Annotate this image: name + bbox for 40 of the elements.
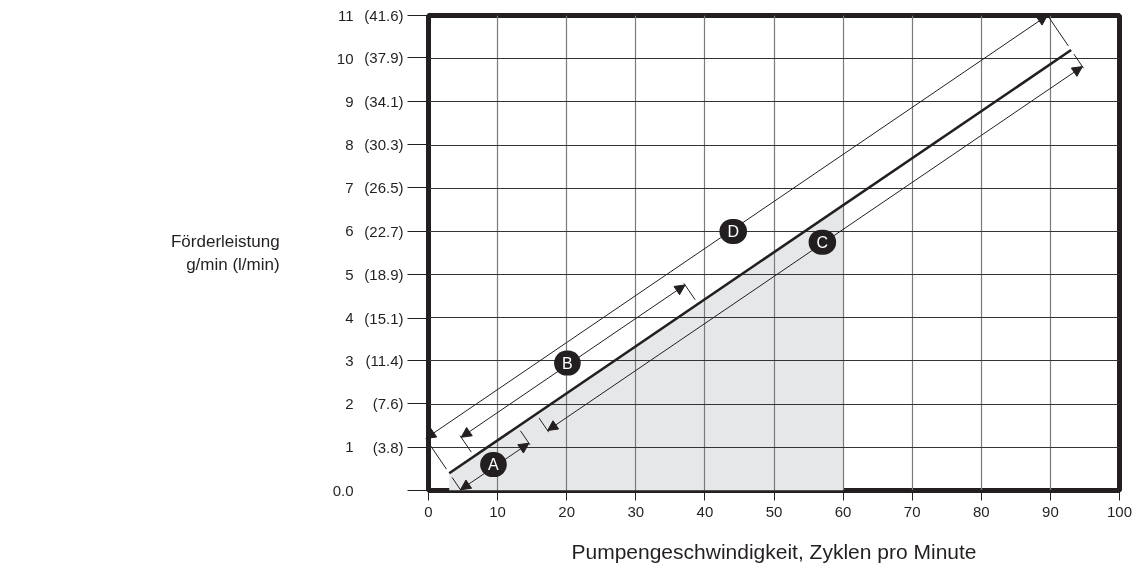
y2-tick-label: (37.9) (364, 49, 404, 67)
x-axis-title: Pumpengeschwindigkeit, Zyklen pro Minute (571, 539, 977, 563)
y-tick-label: 11 (337, 6, 354, 24)
y-tick-label: 8 (345, 136, 354, 154)
annotation: B (562, 354, 573, 372)
y-tick-label: 3 (345, 351, 354, 369)
x-tick-label: 100 (1106, 502, 1133, 520)
x-tick-label: 90 (1042, 502, 1059, 520)
y-tick-label: 10 (336, 49, 354, 67)
x-tick-label: 80 (972, 502, 990, 520)
x-tick-label: 10 (489, 502, 506, 520)
annotation: A (488, 456, 500, 474)
y2-tick-label: (41.6) (364, 7, 404, 24)
x-tick-label: 50 (765, 502, 783, 520)
y2-tick-label: (30.3) (364, 136, 404, 154)
y2-tick-label: (18.9) (364, 266, 404, 284)
annotation: C (816, 233, 829, 251)
y-tick-label: 6 (345, 222, 354, 240)
y2-tick-label: (11.4) (365, 351, 404, 369)
x-tick-label: 0 (424, 502, 433, 520)
y-tick-label: 7 (345, 179, 354, 197)
y-tick-label: 4 (345, 308, 354, 326)
x-tick-label: 40 (696, 502, 714, 520)
y2-tick-label: (26.5) (364, 179, 404, 197)
y-tick-label: 2 (345, 395, 354, 413)
y2-tick-label: (15.1) (364, 309, 404, 327)
y-tick-label: 9 (345, 92, 354, 110)
y2-tick-label: (34.1) (364, 92, 404, 110)
y-tick-label: 1 (345, 438, 354, 456)
annotation: D (727, 222, 740, 240)
y-axis-title: Förderleistung g/min (l/min) (170, 232, 280, 274)
y-tick-label: 0.0 (332, 481, 354, 499)
x-tick-label: 70 (903, 502, 921, 520)
y2-tick-label: (22.7) (364, 222, 404, 240)
y2-tick-label: (3.8) (372, 438, 404, 456)
x-tick-label: 60 (834, 502, 852, 520)
x-tick-label: 30 (627, 502, 645, 520)
y2-tick-label: (7.6) (372, 395, 404, 413)
x-tick-label: 20 (558, 502, 576, 520)
y-tick-label: 5 (345, 265, 354, 283)
